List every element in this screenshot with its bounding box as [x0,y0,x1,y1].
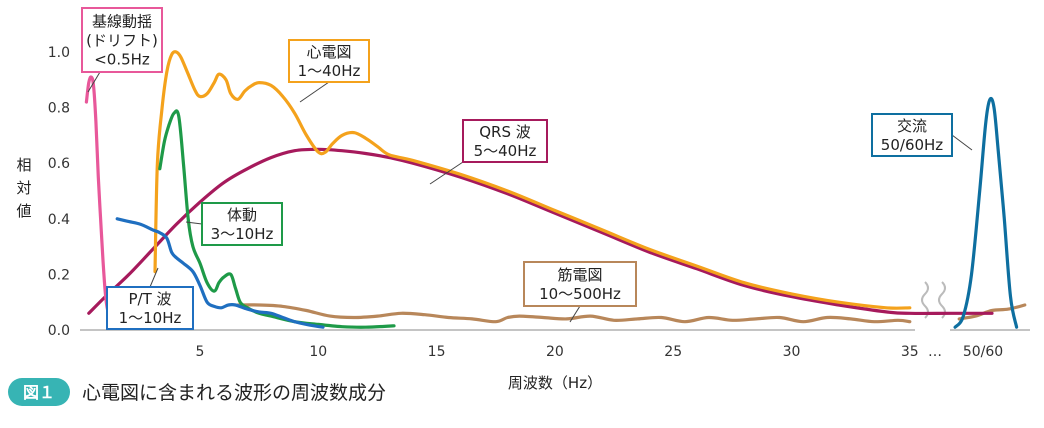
label-text-qrs: 5〜40Hz [474,142,537,160]
label-text-drift: <0.5Hz [94,51,150,69]
y-tick-label: 0.6 [48,156,70,172]
x-axis-title: 周波数（Hz） [508,374,602,392]
figure-badge-text: 図１ [23,383,55,402]
label-text-ecg: 1〜40Hz [298,62,361,80]
series-line-drift [84,75,112,318]
label-qrs: QRS 波5〜40Hz [429,119,548,185]
label-text-drift: (ドリフト) [86,32,158,50]
y-tick-label: 0.0 [48,323,70,339]
label-text-motion: 体動 [227,206,257,224]
x-tick-label: 10 [309,344,327,360]
leader-line-pt [149,267,159,288]
label-box-ecg [288,39,370,83]
x-tick-label: 35 [901,344,919,360]
x-tick-label: 15 [428,344,446,360]
leader-line-drift [87,71,101,93]
leader-line-motion [185,221,203,225]
figure-title: 心電図に含まれる波形の周波数成分 [82,382,386,404]
series-line-ac [953,96,1019,329]
y-tick-label: 0.4 [48,212,70,228]
leader-line-ecg [299,81,330,103]
leader-line-emg [569,305,581,323]
series-lines [84,50,1027,329]
label-box-motion [201,202,283,246]
leader-line-ac [951,134,973,151]
label-box-qrs [462,119,548,163]
x-tick-label-5060: 50/60 [963,344,1003,360]
label-text-motion: 3〜10Hz [211,225,274,243]
y-tick-label: 1.0 [48,45,70,61]
label-box-ac [871,113,953,157]
label-text-ecg: 心電図 [306,43,351,61]
label-text-qrs: QRS 波 [479,123,531,141]
y-axis-title: 相対値 [16,156,31,220]
series-line-pt [115,217,325,329]
label-text-pt: P/T 波 [128,290,171,308]
label-text-pt: 1〜10Hz [119,309,182,327]
label-box-drift [81,7,163,73]
y-tick-label: 0.8 [48,101,70,117]
label-box-pt [106,286,194,330]
label-box-emg [523,261,637,307]
label-text-ac: 50/60Hz [881,136,944,154]
label-drift: 基線動揺(ドリフト)<0.5Hz [81,7,163,93]
label-text-emg: 10〜500Hz [539,285,621,303]
leader-line-qrs [429,161,464,185]
axes: 5 10 15 20 25 30 35 … 50/60 0.0 0.2 0.4 0.6 0.8 1.0 周波数… [16,45,1030,392]
series-line-emg [236,303,912,324]
x-tick-label: 25 [664,344,682,360]
x-tick-label: 20 [546,344,564,360]
label-text-emg: 筋電図 [557,266,602,284]
series-line-ecg [153,50,912,310]
figure-badge [8,378,70,406]
y-tick-label: 0.2 [48,267,70,283]
figure-caption: 図１ 心電図に含まれる波形の周波数成分 [8,378,386,406]
x-tick-label: 30 [783,344,801,360]
x-tick-label: 5 [196,344,205,360]
label-pt: P/T 波1〜10Hz [106,267,194,330]
label-text-drift: 基線動揺 [92,13,152,31]
label-text-ac: 交流 [897,117,927,135]
label-motion: 体動3〜10Hz [185,202,283,246]
x-tick-label-ellipsis: … [928,344,942,360]
